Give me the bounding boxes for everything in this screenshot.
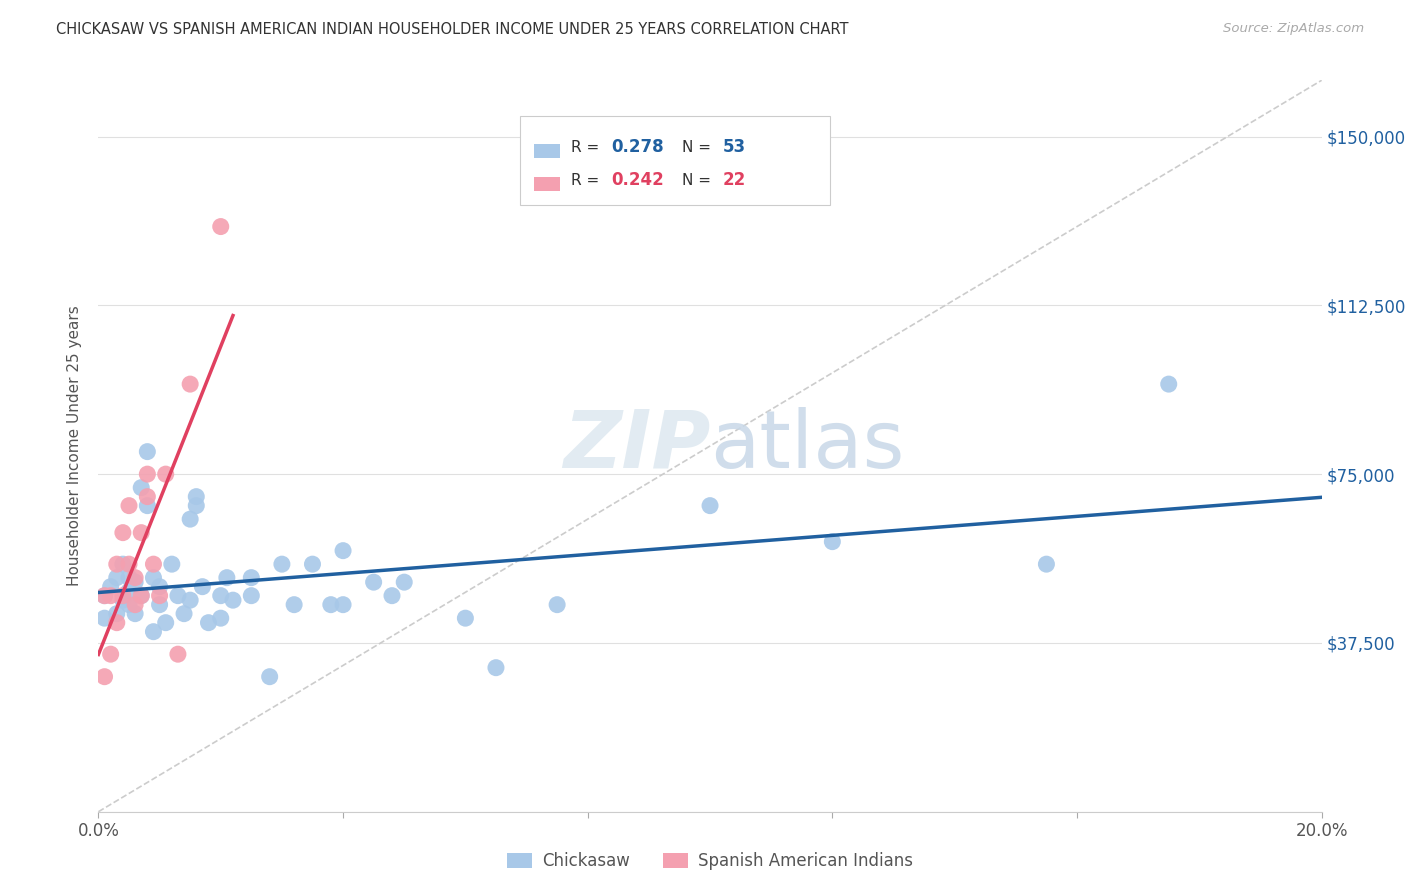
Point — [454, 611, 477, 625]
Point — [209, 219, 232, 234]
Point — [160, 557, 183, 571]
Point — [149, 598, 172, 612]
Point — [100, 647, 122, 661]
Text: atlas: atlas — [710, 407, 904, 485]
Text: 53: 53 — [723, 138, 745, 156]
Text: CHICKASAW VS SPANISH AMERICAN INDIAN HOUSEHOLDER INCOME UNDER 25 YEARS CORRELATI: CHICKASAW VS SPANISH AMERICAN INDIAN HOU… — [56, 22, 849, 37]
Point — [118, 598, 141, 612]
Point — [155, 615, 177, 630]
Point — [332, 598, 354, 612]
Point — [332, 543, 354, 558]
Point — [167, 647, 190, 661]
Point — [111, 593, 134, 607]
Point — [136, 467, 159, 482]
Point — [105, 557, 128, 571]
Point — [197, 615, 219, 630]
Point — [1157, 377, 1180, 392]
Point — [105, 615, 128, 630]
Point — [136, 490, 159, 504]
Point — [93, 589, 115, 603]
Text: 0.242: 0.242 — [612, 171, 665, 189]
Text: N =: N = — [682, 173, 716, 187]
Point — [240, 571, 263, 585]
Point — [381, 589, 404, 603]
Point — [179, 377, 201, 392]
Point — [142, 571, 165, 585]
Point — [105, 607, 128, 621]
Text: R =: R = — [571, 173, 605, 187]
Y-axis label: Householder Income Under 25 years: Householder Income Under 25 years — [67, 306, 83, 586]
Point — [319, 598, 342, 612]
Point — [173, 607, 195, 621]
Point — [118, 499, 141, 513]
Text: 22: 22 — [723, 171, 747, 189]
Point — [240, 589, 263, 603]
Point — [270, 557, 292, 571]
Point — [136, 499, 159, 513]
Point — [283, 598, 305, 612]
Point — [111, 525, 134, 540]
Point — [167, 589, 190, 603]
Legend: Chickasaw, Spanish American Indians: Chickasaw, Spanish American Indians — [501, 846, 920, 877]
Point — [136, 444, 159, 458]
Point — [100, 589, 122, 603]
Text: ZIP: ZIP — [562, 407, 710, 485]
Text: R =: R = — [571, 140, 605, 154]
Point — [149, 580, 172, 594]
Point — [118, 584, 141, 599]
Point — [105, 571, 128, 585]
Point — [124, 598, 146, 612]
Point — [129, 481, 152, 495]
Point — [118, 557, 141, 571]
Point — [129, 589, 152, 603]
Point — [546, 598, 568, 612]
Point — [93, 611, 115, 625]
Point — [124, 607, 146, 621]
Point — [93, 670, 115, 684]
Point — [142, 557, 165, 571]
Point — [179, 512, 201, 526]
Point — [699, 499, 721, 513]
Point — [392, 575, 416, 590]
Point — [301, 557, 323, 571]
Point — [186, 499, 208, 513]
Point — [124, 575, 146, 590]
Text: Source: ZipAtlas.com: Source: ZipAtlas.com — [1223, 22, 1364, 36]
Point — [111, 557, 134, 571]
Text: N =: N = — [682, 140, 716, 154]
Point — [222, 593, 245, 607]
Point — [191, 580, 214, 594]
Point — [259, 670, 281, 684]
Text: 0.278: 0.278 — [612, 138, 664, 156]
Point — [124, 571, 146, 585]
Point — [142, 624, 165, 639]
Point — [118, 571, 141, 585]
Point — [209, 589, 232, 603]
Point — [179, 593, 201, 607]
Point — [100, 580, 122, 594]
Point — [485, 661, 508, 675]
Point — [186, 490, 208, 504]
Point — [821, 534, 844, 549]
Point — [129, 525, 152, 540]
Point — [209, 611, 232, 625]
Point — [111, 589, 134, 603]
Point — [129, 589, 152, 603]
Point — [215, 571, 238, 585]
Point — [155, 467, 177, 482]
Point — [149, 589, 172, 603]
Point — [93, 589, 115, 603]
Point — [363, 575, 385, 590]
Point — [1035, 557, 1057, 571]
